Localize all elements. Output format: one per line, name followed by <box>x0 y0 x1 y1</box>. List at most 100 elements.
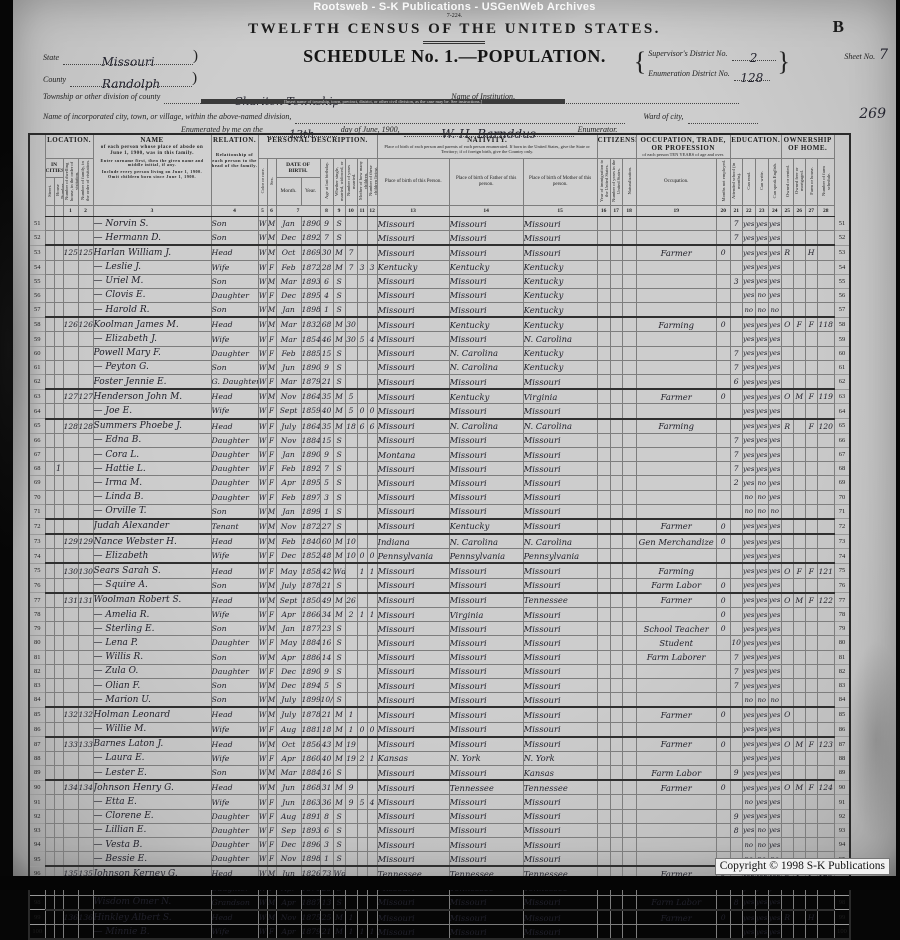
cell-occupation: Farm Labor <box>635 765 717 781</box>
cell-color: W <box>257 533 268 550</box>
cell-school: 7 <box>729 359 743 376</box>
cell-mother_children <box>356 475 368 491</box>
cell-farm_house <box>804 750 818 767</box>
cell-pob: Missouri <box>376 417 450 434</box>
cell-mother_children <box>356 215 368 232</box>
cell-age: 9 <box>319 446 334 463</box>
cell-yrs_married <box>344 663 358 679</box>
cell-owned <box>780 577 794 594</box>
cell-pob_mother: Kentucky <box>522 259 598 275</box>
cell-months_unemployed <box>715 273 731 289</box>
header-month: Month. <box>275 177 302 206</box>
cell-dwelling <box>62 808 79 824</box>
cell-relation: Daughter <box>210 851 259 867</box>
cell-family <box>77 446 94 463</box>
cell-months_unemployed <box>715 808 731 824</box>
cell-months_unemployed <box>715 721 731 738</box>
column-number: 26 <box>792 204 806 217</box>
cell-naturalization <box>621 359 637 376</box>
cell-yrs_married: 30 <box>344 316 358 333</box>
cell-age: 35 <box>319 388 334 405</box>
cell-free_mortgaged <box>792 765 806 781</box>
cell-farm_house <box>804 489 818 505</box>
cell-read: yes <box>741 359 756 376</box>
cell-dwelling: 129 <box>62 533 79 550</box>
cell-read: yes <box>741 388 756 405</box>
city-field: Name of incorporated city, town, or vill… <box>43 106 881 124</box>
cell-year: 1892 <box>300 230 321 246</box>
cell-marital: Wd <box>332 562 346 579</box>
cell-occupation: School Teacher <box>635 621 717 637</box>
cell-owned <box>780 461 794 477</box>
cell-free_mortgaged: M <box>792 735 806 752</box>
cell-farm_house <box>804 503 818 520</box>
cell-free_mortgaged <box>792 822 806 839</box>
cell-relation: Son <box>210 302 259 318</box>
column-number: 8 <box>319 204 334 217</box>
cell-sex: F <box>266 446 277 463</box>
cell-read: no <box>741 692 756 708</box>
cell-house <box>53 779 64 796</box>
cell-children_living: 4 <box>366 331 378 347</box>
cell-children_living <box>366 446 378 463</box>
header-speak-english: Can speak English. <box>767 157 782 206</box>
cell-immigration <box>596 894 611 911</box>
cell-read: yes <box>741 808 756 824</box>
cell-year: 1840 <box>300 533 321 550</box>
column-number: 17 <box>609 204 623 217</box>
cell-street <box>44 273 55 289</box>
cell-pob_father: Missouri <box>448 461 524 477</box>
cell-write: no <box>754 475 769 491</box>
cell-free_mortgaged: M <box>792 779 806 796</box>
cell-immigration <box>596 779 611 796</box>
cell-years_us <box>609 489 623 505</box>
cell-sex: F <box>266 432 277 448</box>
cell-street <box>44 822 55 839</box>
cell-english: yes <box>767 345 782 361</box>
cell-color: W <box>257 331 268 347</box>
cell-write: yes <box>754 908 769 926</box>
row-number: 98 <box>34 899 41 907</box>
cell-months_unemployed <box>715 677 731 694</box>
cell-free_mortgaged <box>792 403 806 420</box>
cell-year: 1894 <box>300 677 321 694</box>
cell-name: — Laura E. <box>92 750 212 767</box>
cell-farm_schedule: 121 <box>816 562 835 579</box>
cell-month: Nov <box>275 851 302 867</box>
cell-house <box>53 359 64 376</box>
cell-color: W <box>257 446 268 463</box>
cell-yrs_married: 9 <box>344 794 358 810</box>
cell-pob_father: Missouri <box>448 331 524 347</box>
header-pob-person: Place of birth of this Person. <box>376 157 450 206</box>
cell-age: 9 <box>319 359 334 376</box>
cell-pob_mother: Kentucky <box>522 287 598 304</box>
cell-month: May <box>275 562 302 579</box>
cell-month: Mar <box>275 374 302 390</box>
cell-write: yes <box>754 562 769 579</box>
cell-month: Feb <box>275 489 302 505</box>
cell-street <box>44 215 55 232</box>
cell-mother_children: 5 <box>356 794 368 810</box>
header-name-sub: of each person whose place of abode on J… <box>100 145 204 156</box>
cell-mother_children <box>356 649 368 665</box>
cell-mother_children <box>356 374 368 390</box>
cell-yrs_married <box>344 461 358 477</box>
watermark-text: Rootsweb - S-K Publications - USGenWeb A… <box>313 1 596 13</box>
cell-name: — Lena P. <box>92 635 212 651</box>
row-number: 78 <box>34 611 41 619</box>
cell-occupation <box>635 692 717 708</box>
cell-naturalization <box>621 461 637 477</box>
cell-age: 36 <box>319 794 334 810</box>
cell-farm_schedule: 119 <box>816 388 835 405</box>
cell-occupation: Farmer <box>635 908 717 926</box>
cell-immigration <box>596 750 611 767</box>
row-number: 53 <box>34 249 41 257</box>
cell-years_us <box>609 706 623 723</box>
cell-relation: Head <box>210 417 259 434</box>
cell-read: yes <box>741 765 756 781</box>
cell-years_us <box>609 851 623 867</box>
cell-pob: Missouri <box>376 374 450 390</box>
cell-mother_children: 6 <box>356 417 368 434</box>
header-year: Year. <box>300 177 321 206</box>
person-row: 54— Leslie J. Wife W F Feb 1872 28 M 7 3 3 Kentucky… <box>29 259 851 275</box>
